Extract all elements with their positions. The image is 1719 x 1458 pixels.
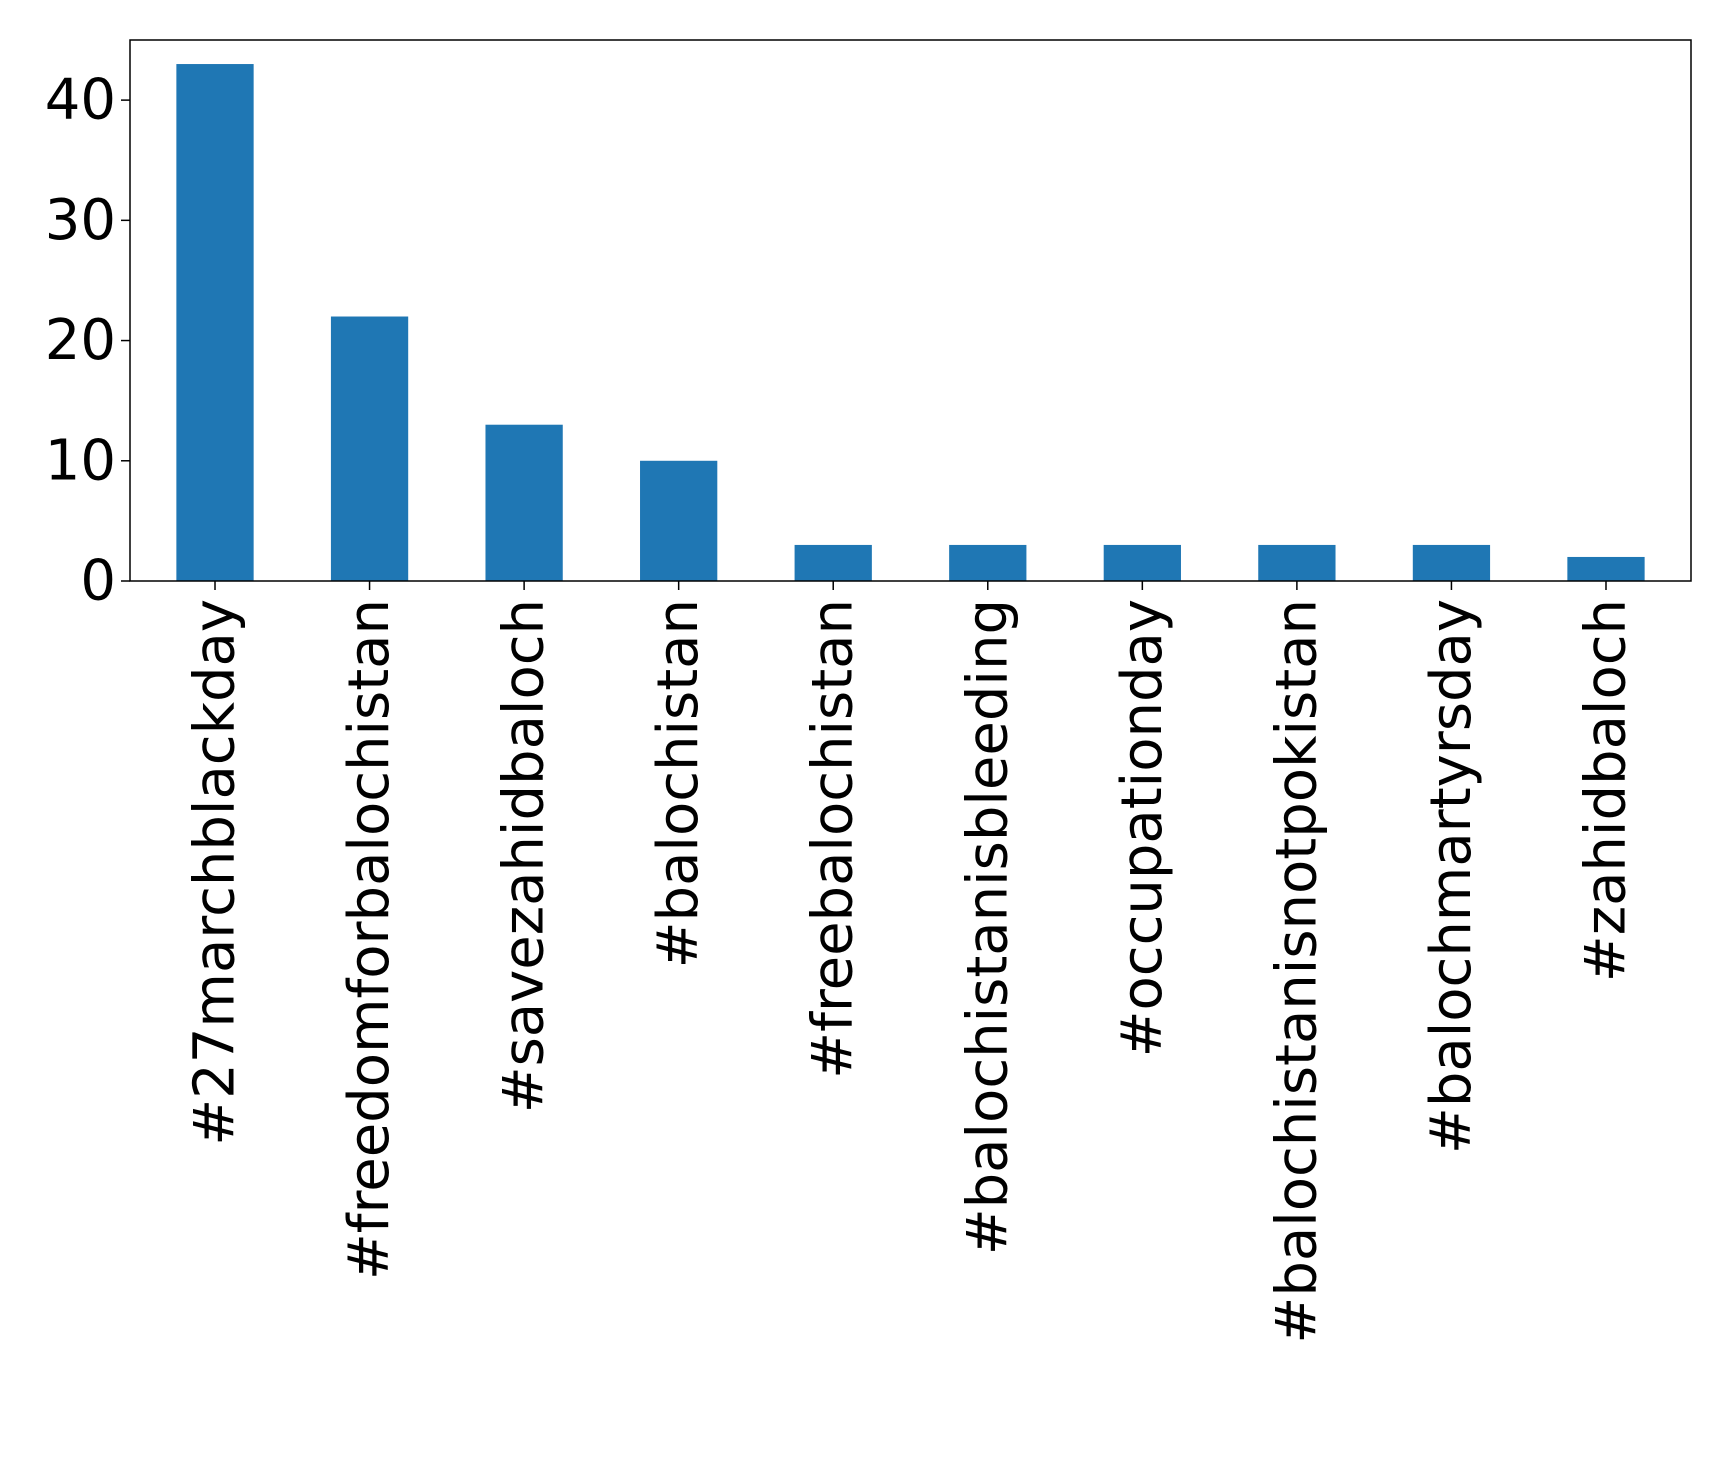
y-tick-label: 0 <box>80 549 116 614</box>
y-tick-label: 30 <box>45 188 116 253</box>
bar-27marchblackday <box>176 64 254 582</box>
bar-occupationday <box>1103 544 1181 581</box>
x-tick-label: #balochmartyrsday <box>1419 599 1484 1154</box>
bar-savezahidbaloch <box>485 424 563 581</box>
x-tick-label: #balochistan <box>646 599 711 968</box>
x-tick-label: #balochistanisnotpokistan <box>1264 599 1329 1344</box>
y-tick-label: 40 <box>45 68 116 133</box>
y-tick-label: 20 <box>45 308 116 373</box>
x-tick-label: #savezahidbaloch <box>492 599 557 1113</box>
bar-balochistan <box>640 460 718 581</box>
bar-balochistanisnotpokistan <box>1258 544 1336 581</box>
y-axis: 0 10 20 30 40 <box>45 68 130 614</box>
bar-balochistanisbleeding <box>949 544 1027 581</box>
x-tick-label: #zahidbaloch <box>1573 599 1638 982</box>
bars-group <box>176 64 1645 582</box>
x-axis: #27marchblackday #freedomforbalochistan #s… <box>183 581 1638 1344</box>
x-tick-label: #freedomforbalochistan <box>337 599 402 1280</box>
x-tick-label: #freebalochistan <box>801 599 866 1079</box>
x-tick-label: #27marchblackday <box>183 599 248 1146</box>
plot-frame <box>129 39 1692 582</box>
x-tick-label: #occupationday <box>1110 599 1175 1057</box>
bar-zahidbaloch <box>1567 556 1645 581</box>
bar-freedomforbalochistan <box>330 316 409 581</box>
y-tick-label: 10 <box>45 428 116 493</box>
bar-freebalochistan <box>794 544 872 581</box>
x-tick-label: #balochistanisbleeding <box>955 599 1020 1255</box>
bar-balochmartyrsday <box>1412 544 1491 581</box>
